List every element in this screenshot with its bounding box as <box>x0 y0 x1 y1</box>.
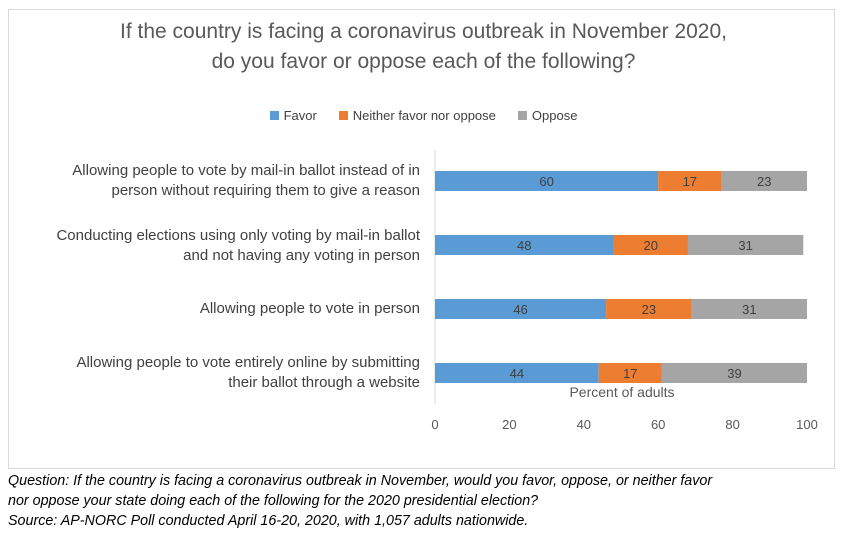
x-tick-label-0: 0 <box>431 417 438 432</box>
category-label-1-line-1: Allowing people to vote by mail-in ballo… <box>72 162 420 179</box>
bar-2-favor <box>435 235 614 255</box>
legend-item-favor: Favor <box>269 108 317 123</box>
bar-4-oppose <box>661 363 807 383</box>
data-label-1-1: 60 <box>539 174 553 189</box>
data-label-1-3: 23 <box>757 174 771 189</box>
data-label-2-1: 48 <box>517 238 531 253</box>
data-label-2-2: 20 <box>644 238 658 253</box>
legend-label-neither: Neither favor nor oppose <box>352 108 496 123</box>
category-label-2: Conducting elections using only voting b… <box>20 226 420 266</box>
legend-swatch-neither <box>338 111 348 120</box>
category-label-1: Allowing people to vote by mail-in ballo… <box>20 161 420 201</box>
bar-2-oppose <box>687 235 804 255</box>
legend-item-neither: Neither favor nor oppose <box>338 108 496 123</box>
bar-2-neither-favor-nor-oppose <box>613 235 688 255</box>
legend: Favor Neither favor nor oppose Oppose <box>0 108 847 123</box>
data-label-4-3: 39 <box>727 366 741 381</box>
category-label-4-line-1: Allowing people to vote entirely online … <box>76 354 420 371</box>
category-label-2-line-2: and not having any voting in person <box>183 247 420 264</box>
bar-3-favor <box>435 299 607 319</box>
data-label-4-1: 44 <box>510 366 524 381</box>
chart-title: If the country is facing a coronavirus o… <box>0 17 847 77</box>
footer-question-line-2: nor oppose your state doing each of the … <box>8 493 539 509</box>
chart-title-line-2: do you favor or oppose each of the follo… <box>211 50 636 73</box>
legend-swatch-oppose <box>517 111 527 120</box>
x-tick-label-20: 20 <box>502 417 516 432</box>
legend-swatch-favor <box>269 111 279 120</box>
chart-title-line-1: If the country is facing a coronavirus o… <box>120 20 727 43</box>
category-label-3: Allowing people to vote in person <box>20 299 420 319</box>
category-label-1-line-2: person without requiring them to give a … <box>111 182 420 199</box>
category-label-4-line-2: their ballot through a website <box>228 374 420 391</box>
category-label-2-line-1: Conducting elections using only voting b… <box>56 227 420 244</box>
data-label-4-2: 17 <box>623 366 637 381</box>
bar-1-favor <box>435 171 659 191</box>
x-tick-label-60: 60 <box>651 417 665 432</box>
category-label-3-line-1: Allowing people to vote in person <box>199 300 420 317</box>
legend-label-favor: Favor <box>283 108 317 123</box>
category-label-4: Allowing people to vote entirely online … <box>20 353 420 393</box>
x-tick-label-80: 80 <box>725 417 739 432</box>
data-label-2-3: 31 <box>738 238 752 253</box>
bar-4-neither-favor-nor-oppose <box>598 363 662 383</box>
footer-note: Question: If the country is facing a cor… <box>8 471 838 531</box>
footer-question-line-1: Question: If the country is facing a cor… <box>8 473 713 489</box>
footer-source: Source: AP-NORC Poll conducted April 16-… <box>8 513 529 529</box>
legend-label-oppose: Oppose <box>531 108 578 123</box>
data-label-3-1: 46 <box>513 302 527 317</box>
bar-3-neither-favor-nor-oppose <box>606 299 692 319</box>
x-tick-label-40: 40 <box>577 417 591 432</box>
bar-3-oppose <box>691 299 807 319</box>
x-tick-label-100: 100 <box>796 417 818 432</box>
bar-4-favor <box>435 363 599 383</box>
x-axis-title: Percent of adults <box>569 384 674 400</box>
bar-1-oppose <box>721 171 807 191</box>
bar-1-neither-favor-nor-oppose <box>658 171 722 191</box>
data-label-3-2: 23 <box>642 302 656 317</box>
data-label-1-2: 17 <box>683 174 697 189</box>
data-label-3-3: 31 <box>742 302 756 317</box>
legend-item-oppose: Oppose <box>517 108 578 123</box>
